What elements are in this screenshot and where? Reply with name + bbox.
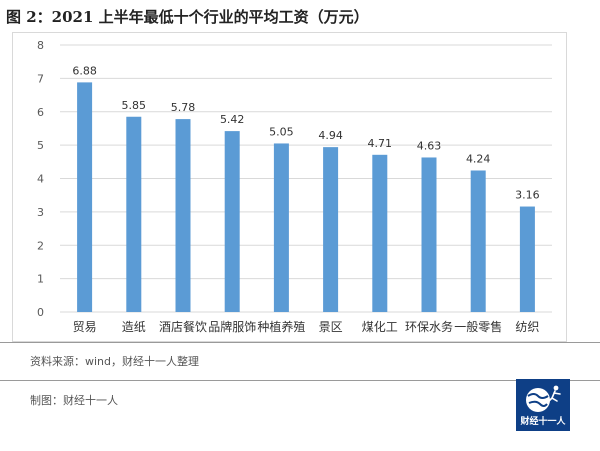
category-label: 一般零售 — [454, 319, 502, 334]
y-tick-label: 7 — [37, 72, 44, 85]
category-label: 酒店餐饮 — [159, 319, 207, 334]
category-label: 纺织 — [515, 320, 539, 334]
source-divider — [0, 342, 600, 343]
data-label: 4.94 — [318, 129, 343, 142]
y-tick-label: 8 — [37, 39, 44, 52]
data-label: 3.16 — [515, 189, 540, 202]
bar — [126, 116, 142, 312]
globe-runner-icon — [526, 385, 561, 412]
category-label: 品牌服饰 — [208, 320, 256, 334]
bar — [519, 206, 535, 312]
bars — [77, 82, 535, 312]
data-label: 4.71 — [368, 137, 393, 150]
value-labels: 6.88 5.85 5.78 5.42 5.05 4.94 4.71 4.63 4.24 3.16 — [72, 64, 539, 201]
category-label: 环保水务 — [405, 319, 453, 334]
bar — [175, 119, 191, 312]
category-label: 种植养殖 — [257, 319, 305, 334]
category-labels: 贸易 造纸 酒店餐饮 品牌服饰 种植养殖 景区 煤化工 环保水务 一般零售 纺织 — [73, 319, 540, 334]
bar — [273, 143, 289, 312]
category-label: 景区 — [319, 320, 343, 334]
bar-chart: 0 1 2 3 4 5 6 7 8 6.88 5.85 5.78 5.42 5.05 4.94 4.71 4.… — [37, 39, 552, 334]
data-label: 5.78 — [171, 101, 196, 114]
data-label: 6.88 — [72, 64, 97, 77]
data-label: 4.24 — [466, 152, 491, 165]
gridlines — [60, 44, 552, 313]
y-tick-label: 5 — [37, 139, 44, 152]
y-tick-label: 3 — [37, 206, 44, 219]
data-label: 4.63 — [417, 139, 442, 152]
y-tick-label: 4 — [37, 173, 44, 186]
y-tick-label: 1 — [37, 273, 44, 286]
logo-text: 财经十一人 — [520, 417, 566, 427]
credit-note: 制图：财经十一人 — [30, 394, 118, 407]
y-tick-label: 6 — [37, 106, 44, 119]
publisher-logo: 财经十一人 — [516, 379, 570, 431]
category-label: 煤化工 — [362, 320, 398, 334]
category-label: 造纸 — [122, 320, 146, 334]
y-tick-label: 2 — [37, 239, 44, 252]
bar — [372, 154, 388, 312]
bar — [323, 147, 339, 312]
chart-title: 图 2：2021 上半年最低十个行业的平均工资（万元） — [6, 8, 369, 26]
y-tick-label: 0 — [37, 306, 44, 319]
data-label: 5.05 — [269, 125, 294, 138]
bar — [421, 157, 437, 312]
data-label: 5.42 — [220, 113, 245, 126]
bar — [77, 82, 93, 312]
credit-divider — [0, 380, 600, 381]
bar — [470, 170, 486, 312]
bar — [224, 131, 240, 312]
y-axis-ticks: 0 1 2 3 4 5 6 7 8 — [37, 39, 44, 319]
data-label: 5.85 — [122, 99, 147, 112]
category-label: 贸易 — [73, 320, 97, 334]
source-note: 资料来源：wind，财经十一人整理 — [30, 355, 200, 368]
